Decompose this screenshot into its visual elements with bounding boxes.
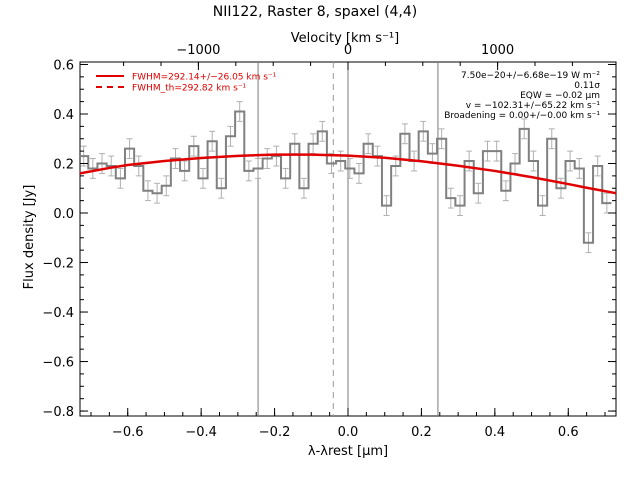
top-axis-label: Velocity [km s⁻¹] — [291, 31, 399, 46]
top-tick-label: 0 — [344, 43, 352, 58]
x-tick-label: −0.4 — [185, 425, 217, 440]
fit-curve — [79, 153, 617, 195]
legend: FWHM=292.14+/−26.05 km s⁻¹FWHM_th=292.82… — [96, 73, 277, 94]
x-tick-label: −0.2 — [259, 425, 291, 440]
y-tick-label: 0.2 — [53, 157, 74, 172]
data-series — [79, 110, 617, 244]
x-tick-label: −0.6 — [112, 425, 144, 440]
y-tick-label: 0.0 — [53, 207, 74, 222]
vertical-lines — [257, 62, 439, 416]
annotation-text: EQW = −0.02 μm — [520, 91, 600, 101]
y-tick-label: −0.4 — [42, 306, 74, 321]
top-tick-label: 1000 — [481, 43, 514, 58]
y-tick-label: −0.8 — [42, 405, 74, 420]
y-tick-label: −0.2 — [42, 257, 74, 272]
spectrum-step-line — [79, 110, 612, 244]
annotation-text: v = −102.31+/−65.22 km s⁻¹ — [466, 101, 601, 111]
legend-label: FWHM_th=292.82 km s⁻¹ — [132, 84, 247, 94]
x-tick-label: 0.0 — [338, 425, 359, 440]
top-tick-label: −1000 — [176, 43, 220, 58]
annotation-text: 0.11σ — [574, 81, 600, 91]
chart-title: NII122, Raster 8, spaxel (4,4) — [213, 4, 418, 20]
x-axis-label: λ-λrest [μm] — [308, 444, 388, 459]
y-tick-label: 0.4 — [53, 108, 74, 123]
x-tick-label: 0.4 — [485, 425, 506, 440]
axis-ticks: −0.6 −0.4 −0.2 0.0 0.2 0.4 0.6 0.6 0.4 0.2 0.0 −0.2… — [42, 43, 616, 440]
y-tick-label: −0.6 — [42, 356, 74, 371]
y-axis-label: Flux density [Jy] — [22, 185, 37, 290]
annotation-text: 7.50e−20+/−6.68e−19 W m⁻² — [461, 71, 600, 81]
x-tick-label: 0.2 — [411, 425, 432, 440]
y-tick-label: 0.6 — [53, 58, 74, 73]
x-tick-label: 0.6 — [558, 425, 579, 440]
legend-label: FWHM=292.14+/−26.05 km s⁻¹ — [132, 73, 277, 83]
annotation-text: Broadening = 0.00+/−0.00 km s⁻¹ — [444, 111, 600, 121]
